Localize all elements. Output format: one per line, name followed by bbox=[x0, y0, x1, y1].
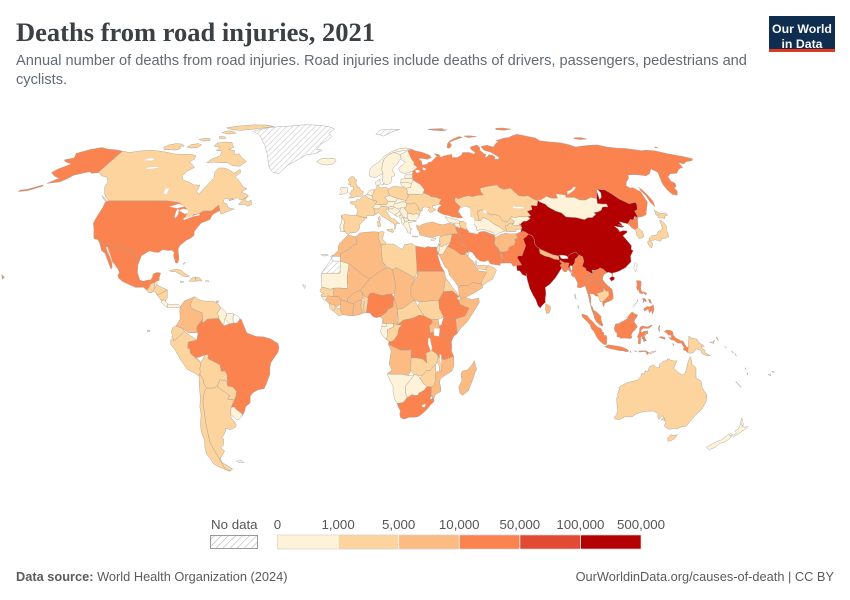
svg-text:0: 0 bbox=[274, 517, 281, 532]
svg-text:1,000: 1,000 bbox=[321, 517, 354, 532]
svg-text:100,000: 100,000 bbox=[556, 517, 604, 532]
svg-text:5,000: 5,000 bbox=[382, 517, 415, 532]
svg-text:10,000: 10,000 bbox=[439, 517, 480, 532]
svg-text:50,000: 50,000 bbox=[499, 517, 540, 532]
svg-text:No data: No data bbox=[211, 517, 258, 532]
svg-text:500,000: 500,000 bbox=[617, 517, 665, 532]
